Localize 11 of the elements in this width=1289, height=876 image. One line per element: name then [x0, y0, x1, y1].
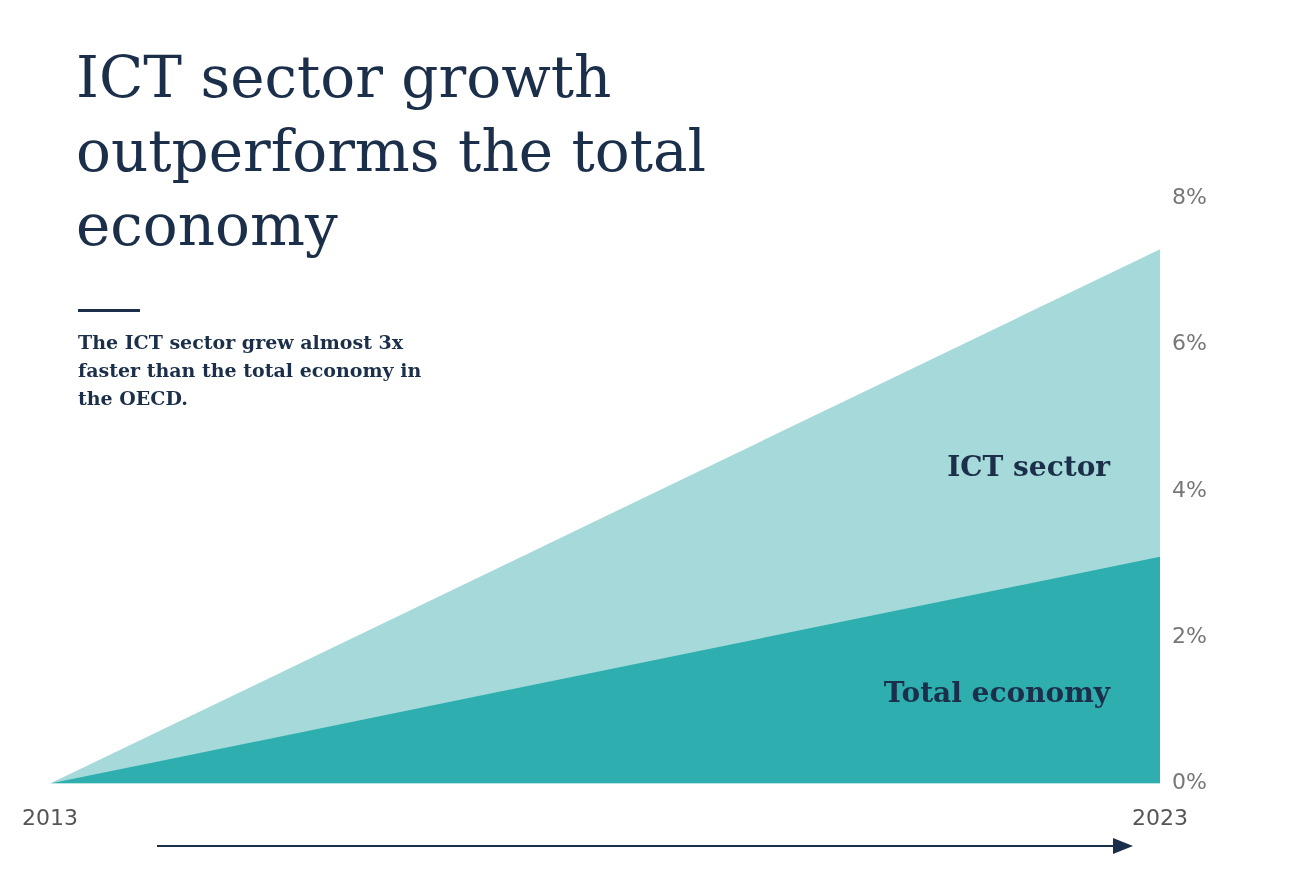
- text: The ICT sector grew almost 3x faster than the total economy in the OECD.: [78, 330, 423, 411]
- y-tick-label: 6%: [1172, 330, 1207, 356]
- y-tick-label: 2%: [1172, 622, 1207, 648]
- x-tick-label: 2023: [1132, 804, 1189, 830]
- x-tick-label: 2013: [22, 804, 78, 830]
- series-label: ICT sector: [947, 449, 1112, 483]
- chart-title: ICT sector growth outperforms the total economy: [76, 42, 708, 261]
- y-tick-label: 0%: [1172, 769, 1207, 795]
- y-tick-label: 4%: [1172, 476, 1207, 502]
- y-tick-label: 8%: [1172, 183, 1207, 209]
- series-label: Total economy: [883, 676, 1111, 710]
